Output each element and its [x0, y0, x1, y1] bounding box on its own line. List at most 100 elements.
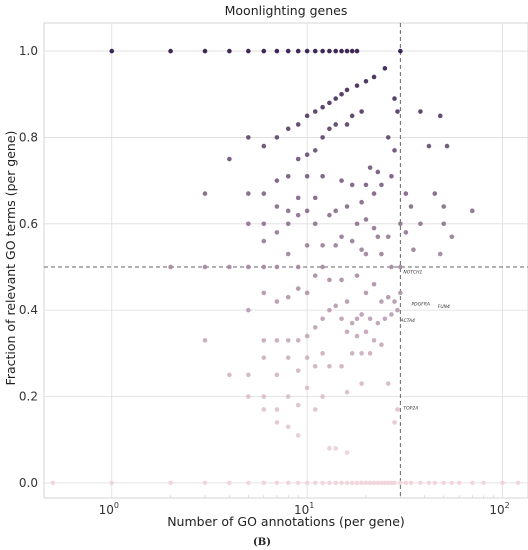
data-point — [261, 143, 267, 149]
data-point — [327, 48, 332, 54]
data-point — [274, 480, 280, 486]
data-point — [246, 48, 251, 54]
data-point — [389, 312, 394, 317]
data-point — [274, 178, 280, 183]
data-point — [109, 48, 115, 54]
data-point — [349, 182, 355, 188]
y-tick-label: 0.0 — [19, 476, 38, 490]
data-point — [261, 355, 267, 360]
data-point — [354, 221, 360, 227]
data-point — [359, 109, 364, 114]
data-point — [320, 480, 325, 486]
data-point — [246, 307, 251, 313]
data-point — [344, 204, 350, 209]
data-point — [389, 173, 394, 179]
data-point — [304, 243, 310, 248]
data-point — [349, 320, 355, 326]
data-point — [382, 316, 388, 322]
data-point — [379, 342, 384, 348]
data-point — [363, 290, 369, 296]
data-point — [382, 66, 388, 71]
data-point — [246, 394, 251, 399]
annotations: NOTCH1 PDGFRA FUN4 ACTA4 TOP2A — [399, 269, 450, 411]
data-point — [441, 204, 447, 209]
data-point — [449, 480, 455, 486]
data-point — [379, 480, 384, 486]
data-point — [395, 407, 400, 412]
data-point — [395, 109, 400, 114]
data-point — [456, 480, 462, 486]
data-point — [304, 113, 310, 119]
data-point — [392, 148, 397, 153]
data-point — [333, 303, 338, 309]
data-point — [312, 480, 318, 486]
data-point — [339, 91, 344, 97]
data-point — [339, 480, 344, 486]
data-point — [295, 338, 301, 343]
point-annotation: PDGFRA — [411, 302, 429, 308]
data-point — [371, 74, 377, 80]
data-point — [304, 208, 310, 214]
data-point — [312, 195, 318, 201]
data-point — [274, 407, 280, 412]
data-point — [327, 212, 332, 218]
data-point — [274, 372, 280, 378]
data-point — [285, 48, 291, 54]
data-point — [408, 480, 414, 486]
data-point — [354, 48, 360, 54]
data-point — [109, 480, 115, 486]
data-point — [312, 363, 318, 369]
data-point — [469, 480, 475, 486]
data-point — [344, 480, 350, 486]
data-point — [168, 480, 173, 486]
data-point — [202, 191, 208, 196]
data-point — [371, 225, 377, 231]
data-point — [449, 234, 455, 240]
data-point — [382, 480, 388, 486]
data-point — [246, 480, 251, 486]
data-point — [312, 273, 318, 278]
data-point — [320, 394, 325, 399]
data-point — [344, 389, 350, 395]
data-point — [392, 299, 397, 304]
data-point — [344, 329, 350, 335]
data-point — [375, 480, 381, 486]
data-point — [227, 156, 232, 162]
data-point — [339, 234, 344, 240]
data-point — [375, 234, 381, 240]
data-point — [339, 48, 344, 54]
data-point — [304, 385, 310, 391]
y-tick-label: 0.2 — [19, 390, 38, 404]
data-point — [367, 165, 373, 170]
data-point — [312, 48, 318, 54]
data-point — [261, 480, 267, 486]
data-point — [385, 381, 391, 386]
data-point — [295, 433, 301, 438]
data-point — [441, 221, 447, 227]
data-point — [327, 363, 332, 369]
data-point — [354, 83, 360, 88]
data-point — [295, 286, 301, 291]
data-point — [327, 277, 332, 283]
data-point — [333, 208, 338, 214]
data-point — [339, 363, 344, 369]
data-point — [403, 191, 409, 196]
data-point — [481, 480, 486, 486]
data-point — [168, 48, 173, 54]
reference-lines — [44, 23, 528, 498]
data-point — [285, 355, 291, 360]
data-point — [261, 290, 267, 296]
data-point — [395, 307, 400, 313]
data-point — [392, 96, 397, 101]
data-point — [202, 48, 208, 54]
data-point — [344, 299, 350, 304]
data-point — [333, 96, 338, 101]
data-point — [261, 338, 267, 343]
data-point — [339, 178, 344, 183]
data-point — [385, 480, 391, 486]
y-tick-label: 1.0 — [19, 44, 38, 58]
point-annotation: TOP2A — [403, 405, 418, 411]
data-point — [349, 351, 355, 356]
data-point — [295, 264, 301, 270]
data-point — [403, 230, 409, 235]
